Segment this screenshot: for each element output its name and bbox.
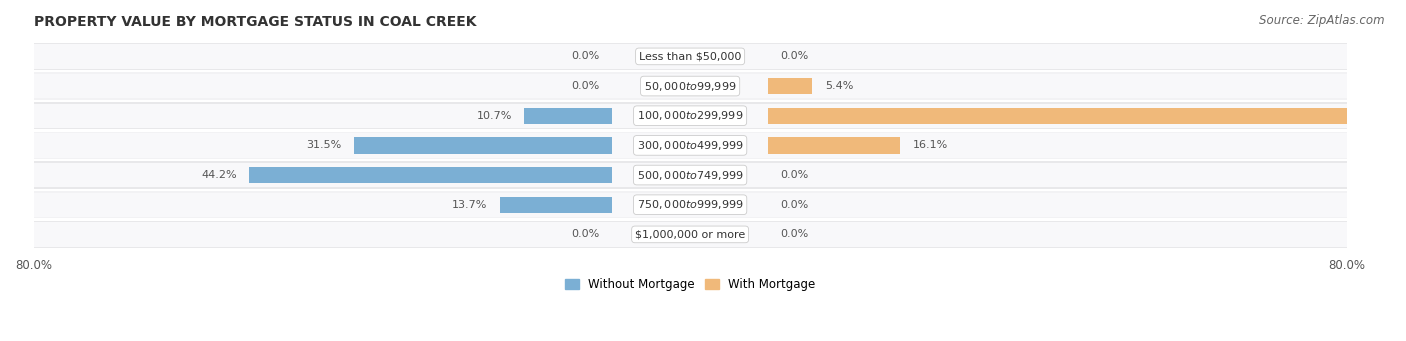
- Bar: [34, 132, 1347, 159]
- Text: 0.0%: 0.0%: [572, 229, 600, 239]
- Bar: [34, 193, 1347, 217]
- Bar: [34, 44, 1347, 69]
- Text: 0.0%: 0.0%: [780, 51, 808, 61]
- Text: 31.5%: 31.5%: [307, 140, 342, 150]
- Bar: [34, 104, 1347, 128]
- Bar: [34, 102, 1347, 129]
- Bar: [353, 137, 612, 153]
- Bar: [34, 191, 1347, 218]
- Text: 0.0%: 0.0%: [572, 81, 600, 91]
- Legend: Without Mortgage, With Mortgage: Without Mortgage, With Mortgage: [560, 273, 820, 295]
- Bar: [34, 222, 1347, 247]
- Text: $50,000 to $99,999: $50,000 to $99,999: [644, 79, 737, 92]
- Bar: [768, 78, 813, 94]
- Text: $100,000 to $299,999: $100,000 to $299,999: [637, 109, 744, 122]
- Bar: [524, 107, 612, 124]
- Bar: [768, 137, 900, 153]
- Text: PROPERTY VALUE BY MORTGAGE STATUS IN COAL CREEK: PROPERTY VALUE BY MORTGAGE STATUS IN COA…: [34, 15, 477, 29]
- Text: 5.4%: 5.4%: [825, 81, 853, 91]
- Text: 78.5%: 78.5%: [1361, 111, 1400, 121]
- Bar: [34, 163, 1347, 187]
- Bar: [34, 133, 1347, 158]
- Text: 16.1%: 16.1%: [912, 140, 948, 150]
- Text: $300,000 to $499,999: $300,000 to $499,999: [637, 139, 744, 152]
- Bar: [34, 43, 1347, 70]
- Bar: [768, 107, 1406, 124]
- Bar: [34, 221, 1347, 248]
- Text: 0.0%: 0.0%: [780, 200, 808, 210]
- Text: 44.2%: 44.2%: [201, 170, 238, 180]
- Text: Less than $50,000: Less than $50,000: [638, 51, 741, 61]
- Text: 0.0%: 0.0%: [780, 170, 808, 180]
- Bar: [34, 72, 1347, 100]
- Text: $500,000 to $749,999: $500,000 to $749,999: [637, 168, 744, 181]
- Text: $750,000 to $999,999: $750,000 to $999,999: [637, 198, 744, 211]
- Text: 10.7%: 10.7%: [477, 111, 512, 121]
- Text: 0.0%: 0.0%: [572, 51, 600, 61]
- Bar: [249, 167, 612, 183]
- Text: 0.0%: 0.0%: [780, 229, 808, 239]
- Text: Source: ZipAtlas.com: Source: ZipAtlas.com: [1260, 14, 1385, 27]
- Bar: [34, 161, 1347, 189]
- Text: $1,000,000 or more: $1,000,000 or more: [636, 229, 745, 239]
- Bar: [34, 74, 1347, 98]
- Bar: [499, 196, 612, 213]
- Text: 13.7%: 13.7%: [451, 200, 488, 210]
